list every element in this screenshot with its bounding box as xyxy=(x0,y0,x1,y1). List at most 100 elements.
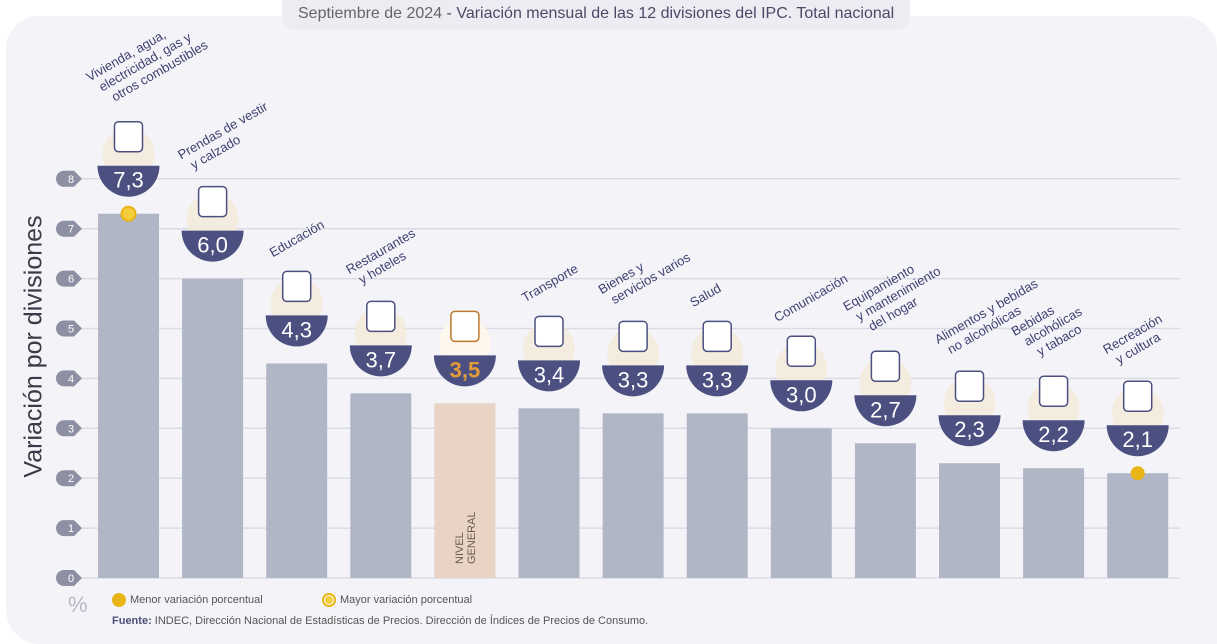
category-label: Bienes yservicios varios xyxy=(596,236,694,310)
value-badge: 3,7 Restaurantesy hoteles xyxy=(343,225,425,377)
y-tick: 8 xyxy=(56,170,82,187)
value-label: 3,4 xyxy=(534,362,565,387)
badge-bowl xyxy=(1022,420,1085,452)
badge-bowl xyxy=(938,415,1001,447)
value-badge: 3,4 Transporte xyxy=(518,261,581,392)
y-tick-label: 2 xyxy=(68,473,74,485)
y-tick-marker xyxy=(56,520,82,537)
category-label: Equipamientoy mantenimientodel hogar xyxy=(840,250,950,340)
value-label: 3,3 xyxy=(618,367,649,392)
bar xyxy=(854,443,916,578)
category-label-line: Salud xyxy=(687,280,723,310)
y-tick: 6 xyxy=(56,270,82,287)
badge-bowl xyxy=(1106,425,1169,457)
category-label: Recreacióny cultura xyxy=(1100,311,1172,370)
min-marker-icon xyxy=(1130,466,1145,481)
value-label: 3,7 xyxy=(366,347,397,372)
y-tick-marker xyxy=(56,420,82,437)
y-tick-marker xyxy=(56,370,82,387)
value-label: 2,1 xyxy=(1122,427,1153,452)
value-badge: 2,7 Equipamientoy mantenimientodel hogar xyxy=(840,250,950,427)
y-tick: 0 xyxy=(56,570,82,586)
badge-bowl xyxy=(770,380,833,412)
badge-bowl xyxy=(602,365,665,397)
bar xyxy=(939,463,1000,578)
title-date: Septiembre de 2024 xyxy=(298,5,443,22)
bar xyxy=(686,413,748,578)
bar xyxy=(770,428,832,578)
badge-bowl xyxy=(686,365,749,397)
legend-min-label: Menor variación porcentual xyxy=(130,594,263,606)
badge-bowl xyxy=(97,165,160,197)
value-badge: 3,3 Salud xyxy=(686,280,749,397)
y-tick: 5 xyxy=(56,320,82,337)
max-marker-icon xyxy=(120,205,137,222)
unit-label: % xyxy=(68,592,88,617)
restaurant-glyph-icon xyxy=(366,300,396,333)
y-tick-marker xyxy=(56,570,82,586)
value-badge: 3,5 xyxy=(433,310,496,387)
source-note: Fuente: INDEC, Dirección Nacional de Est… xyxy=(112,615,648,627)
phone-glyph-icon xyxy=(786,335,817,368)
badge-bowl xyxy=(854,395,917,427)
category-label: Vivienda, agua,electricidad, gas yotros … xyxy=(84,11,211,110)
value-label: 7,3 xyxy=(113,168,144,193)
grooming-glyph-icon xyxy=(618,320,648,353)
y-tick-marker xyxy=(56,270,82,287)
category-label: Prendas de vestiry calzado xyxy=(175,98,278,175)
clothing-glyph-icon xyxy=(197,185,228,218)
badge-bowl xyxy=(181,230,244,262)
legend-max: Mayor variación porcentual xyxy=(322,593,472,607)
value-label: 2,3 xyxy=(954,417,985,442)
education-glyph-icon xyxy=(281,270,312,303)
y-tick-label: 8 xyxy=(68,174,74,186)
value-label: 6,0 xyxy=(197,233,228,258)
bar-general xyxy=(434,403,496,578)
legend-max-marker-icon xyxy=(322,593,336,607)
general-bar-label-line: NIVEL xyxy=(454,532,466,564)
value-label: 3,3 xyxy=(702,367,733,392)
y-tick-marker xyxy=(56,170,82,187)
y-tick-label: 6 xyxy=(68,274,74,286)
y-tick-marker xyxy=(56,220,82,237)
value-badge: 2,1 Recreacióny cultura xyxy=(1100,311,1172,457)
category-label-line: Educación xyxy=(267,217,327,260)
category-label: Restaurantesy hoteles xyxy=(343,225,425,290)
title-separator: - xyxy=(442,5,457,22)
value-badge: 6,0 Prendas de vestiry calzado xyxy=(175,98,278,262)
bar xyxy=(1023,468,1085,578)
y-tick-label: 4 xyxy=(68,373,74,385)
category-label-line: Transporte xyxy=(519,261,581,305)
alcohol-glyph-icon xyxy=(1038,375,1069,407)
food-glyph-icon xyxy=(954,370,985,402)
bar xyxy=(350,393,412,578)
chart-title: Septiembre de 2024 - Variación mensual d… xyxy=(282,0,911,30)
category-label: Salud xyxy=(687,280,723,310)
bar xyxy=(98,213,159,579)
y-tick-label: 0 xyxy=(68,573,74,585)
y-tick: 2 xyxy=(56,470,82,487)
y-tick-label: 1 xyxy=(68,523,74,535)
category-label: Transporte xyxy=(519,261,581,305)
y-tick: 1 xyxy=(56,520,82,537)
y-tick: 3 xyxy=(56,420,82,437)
y-tick: 7 xyxy=(56,220,82,237)
bar xyxy=(1107,473,1169,578)
source-text: INDEC, Dirección Nacional de Estadística… xyxy=(151,615,649,627)
value-label: 4,3 xyxy=(281,317,312,342)
badge-bowl xyxy=(349,345,412,377)
value-label: 3,0 xyxy=(786,382,817,407)
bar xyxy=(182,278,244,578)
general-bar-label-line: GENERAL xyxy=(466,511,478,564)
transport-glyph-icon xyxy=(534,315,564,348)
y-tick-marker xyxy=(56,470,82,487)
y-tick-marker xyxy=(56,320,82,337)
bar xyxy=(266,363,328,578)
title-text: Variación mensual de las 12 divisiones d… xyxy=(456,5,895,22)
y-tick-label: 3 xyxy=(68,423,74,435)
category-label: Bebidasalcohólicasy tabaco xyxy=(1009,290,1093,364)
value-badge: 4,3 Educación xyxy=(265,217,328,347)
value-badge: 7,3 Vivienda, agua,electricidad, gas yotr… xyxy=(84,11,211,197)
